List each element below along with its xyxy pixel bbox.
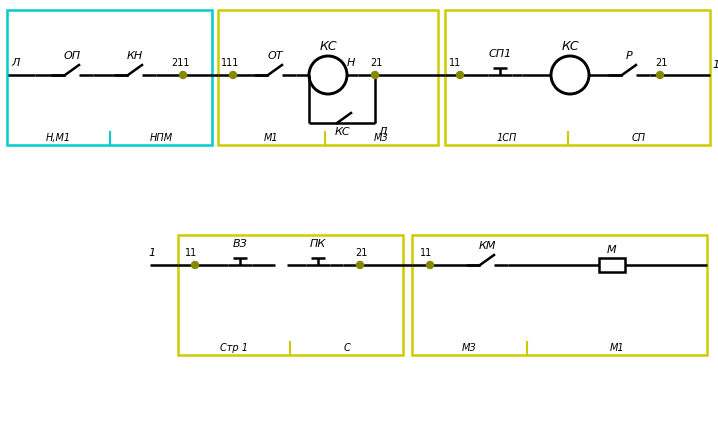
Circle shape (192, 261, 198, 268)
Bar (445, 10, 710, 145)
Bar (412, 235, 707, 355)
Text: М: М (607, 245, 617, 255)
Text: 111: 111 (221, 58, 239, 68)
Text: Н,М1: Н,М1 (46, 133, 71, 143)
Text: ПК: ПК (310, 239, 326, 249)
Circle shape (426, 261, 434, 268)
Text: СП1: СП1 (488, 49, 512, 59)
Text: КН: КН (127, 51, 143, 61)
Text: М1: М1 (264, 133, 279, 143)
Text: 21: 21 (370, 58, 382, 68)
Text: 1: 1 (148, 248, 155, 258)
Text: Л: Л (378, 127, 386, 137)
Text: М1: М1 (610, 343, 625, 353)
Text: 1СП: 1СП (496, 133, 517, 143)
Circle shape (230, 71, 236, 79)
Text: КС: КС (320, 40, 337, 53)
Text: 11: 11 (420, 248, 432, 258)
Text: КС: КС (561, 40, 579, 53)
Text: Н: Н (347, 58, 355, 68)
Text: ОТ: ОТ (267, 51, 283, 61)
Text: НПМ: НПМ (149, 133, 172, 143)
Text: Стр 1: Стр 1 (220, 343, 248, 353)
Circle shape (656, 71, 663, 79)
Circle shape (457, 71, 464, 79)
Text: 21: 21 (355, 248, 367, 258)
Text: 11: 11 (185, 248, 197, 258)
Text: МЗ: МЗ (462, 343, 477, 353)
Text: КС: КС (335, 127, 350, 137)
Bar (218, 10, 438, 145)
Text: ОП: ОП (63, 51, 80, 61)
Text: 1: 1 (712, 60, 718, 70)
Bar (178, 235, 403, 355)
Text: КМ: КМ (478, 241, 495, 251)
Text: Л: Л (11, 58, 19, 68)
Text: СП: СП (632, 133, 646, 143)
Circle shape (180, 71, 187, 79)
Text: 21: 21 (655, 58, 667, 68)
Text: 11: 11 (449, 58, 461, 68)
Bar (7, 10, 212, 145)
Text: ВЗ: ВЗ (233, 239, 248, 249)
Text: 211: 211 (171, 58, 190, 68)
Circle shape (371, 71, 378, 79)
Text: Р: Р (625, 51, 633, 61)
Bar (599, 258, 625, 272)
Text: МЗ: МЗ (374, 133, 389, 143)
Circle shape (357, 261, 363, 268)
Text: С: С (343, 343, 350, 353)
